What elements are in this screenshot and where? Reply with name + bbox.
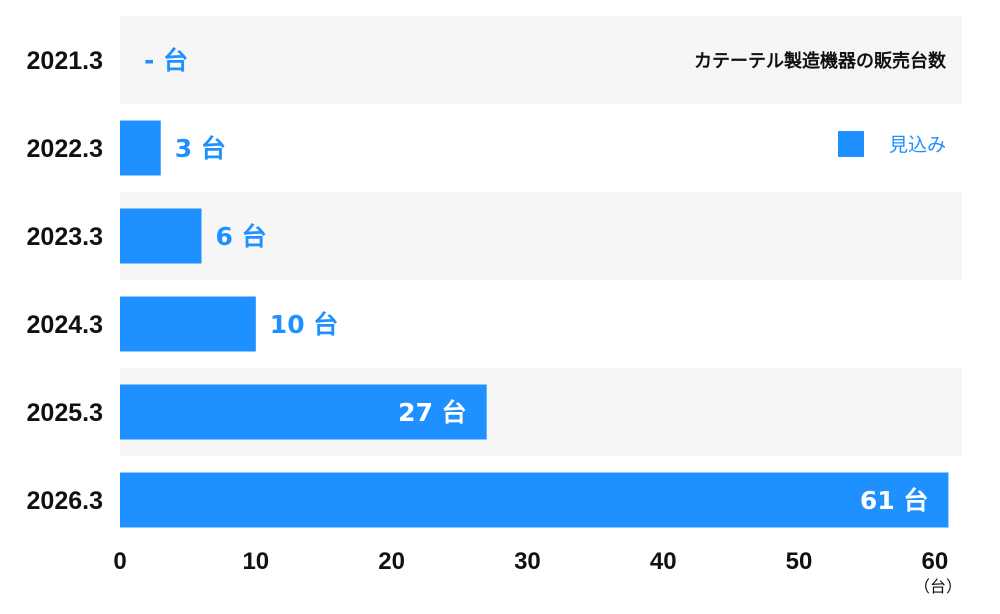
x-axis-unit: （台） — [914, 577, 962, 596]
x-axis-ticks: 0 10 20 30 40 50 60 — [113, 548, 948, 575]
row-band — [120, 192, 962, 280]
value-labels: - 台 3 台 6 台 10 台 27 台 61 台 — [144, 46, 928, 515]
category-label: 2026.3 — [27, 487, 103, 515]
category-label: 2022.3 — [27, 135, 103, 163]
legend: 見込み — [838, 131, 946, 157]
x-tick-label: 10 — [242, 548, 269, 575]
x-tick-label: 30 — [514, 548, 541, 575]
bar — [120, 384, 487, 440]
x-tick-label: 40 — [650, 548, 677, 575]
legend-label: 見込み — [889, 134, 946, 156]
x-tick-label: 50 — [786, 548, 813, 575]
x-tick-label: 20 — [378, 548, 405, 575]
row-bands — [120, 16, 962, 456]
value-label: 6 台 — [215, 222, 266, 251]
category-label: 2023.3 — [27, 223, 103, 251]
category-label: 2021.3 — [27, 47, 103, 75]
bar — [120, 296, 256, 352]
x-tick-label: 60 — [921, 548, 948, 575]
legend-swatch — [838, 131, 864, 157]
bar — [120, 208, 202, 264]
bar — [120, 120, 161, 176]
value-label: - 台 — [144, 46, 188, 75]
category-label: 2025.3 — [27, 399, 103, 427]
category-label: 2024.3 — [27, 311, 103, 339]
row-band — [120, 16, 962, 104]
value-label: 3 台 — [175, 134, 226, 163]
category-labels: 2021.3 2022.3 2023.3 2024.3 2025.3 2026.3 — [27, 47, 103, 515]
value-label: 10 台 — [270, 310, 339, 339]
bar — [120, 472, 949, 528]
chart-title: カテーテル製造機器の販売台数 — [694, 50, 947, 72]
x-tick-label: 0 — [113, 548, 126, 575]
value-label: 61 台 — [860, 486, 929, 515]
bars — [120, 120, 949, 528]
value-label: 27 台 — [398, 398, 467, 427]
